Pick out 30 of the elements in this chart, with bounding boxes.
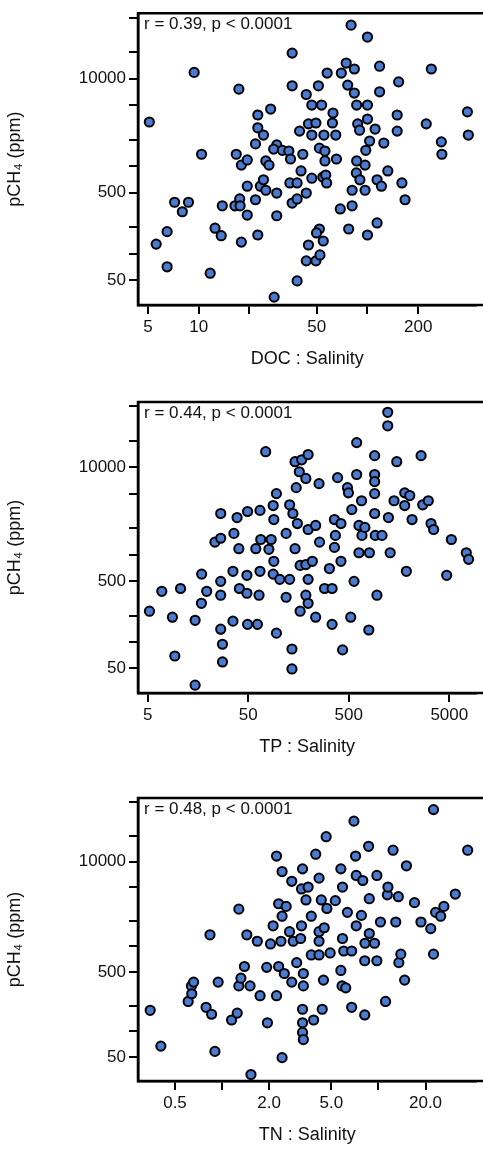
x-tick-label: 0.5	[163, 1092, 187, 1112]
y-tick-label: 500	[97, 961, 126, 981]
x-tick-label: 5.0	[319, 1092, 344, 1112]
y-tick-label: 500	[97, 570, 126, 590]
x-tick-label: 20.0	[408, 1092, 443, 1112]
y-tick-label: 500	[97, 182, 126, 202]
x-tick-label: 200	[404, 316, 433, 336]
y-tick-label: 10000	[78, 68, 126, 88]
annotation: r = 0.48, p < 0.0001	[144, 799, 293, 819]
x-tick-label: 2.0	[257, 1092, 281, 1112]
x-tick-label: 10	[189, 316, 209, 336]
y-tick-label: 10000	[78, 457, 126, 477]
y-tick-label: 50	[107, 657, 126, 677]
annotation: r = 0.44, p < 0.0001	[144, 403, 293, 423]
y-tick-label: 50	[107, 1046, 126, 1066]
x-tick-label: 5	[143, 704, 153, 724]
x-axis-title: TP : Salinity	[259, 736, 356, 757]
x-axis-title: DOC : Salinity	[250, 348, 364, 369]
y-axis-title: pCH₄ (ppm)	[3, 111, 24, 207]
x-tick-label: 500	[334, 704, 363, 724]
y-axis-title: pCH₄ (ppm)	[3, 891, 24, 988]
x-tick-label: 50	[307, 316, 327, 336]
y-axis-title: pCH₄ (ppm)	[3, 499, 24, 596]
x-tick-label: 5	[143, 316, 153, 336]
x-tick-label: 5000	[430, 704, 469, 724]
annotation: r = 0.39, p < 0.0001	[144, 14, 293, 34]
x-axis-title: TN : Salinity	[258, 1124, 356, 1145]
y-tick-label: 50	[107, 269, 126, 289]
x-tick-label: 50	[238, 704, 258, 724]
y-tick-label: 10000	[78, 851, 126, 871]
